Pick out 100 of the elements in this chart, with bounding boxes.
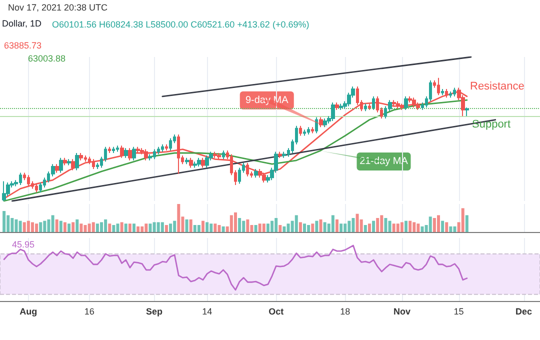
bar: [197, 225, 200, 232]
candlestick: [120, 145, 124, 158]
candlestick: [364, 103, 367, 112]
candlestick: [311, 126, 314, 134]
bar: [356, 214, 359, 232]
bar: [2, 211, 6, 232]
bar: [282, 226, 286, 232]
bar: [63, 222, 66, 232]
bar: [218, 225, 221, 232]
x-tick-label: Aug: [20, 306, 38, 316]
candlestick: [128, 148, 132, 161]
candlestick: [189, 157, 193, 168]
candlestick: [246, 162, 249, 177]
candlestick: [299, 125, 302, 136]
candlestick: [217, 152, 221, 160]
bar: [344, 224, 347, 232]
bar: [298, 222, 302, 232]
bar: [169, 224, 172, 232]
candlestick: [157, 146, 160, 155]
candlestick: [307, 126, 310, 136]
bar: [132, 224, 136, 232]
bar: [177, 204, 180, 232]
bar: [372, 220, 376, 232]
bar: [47, 219, 50, 232]
candlestick: [213, 151, 217, 158]
bar: [408, 220, 412, 232]
candlestick: [35, 183, 38, 193]
candlestick: [262, 172, 266, 184]
bar: [294, 215, 298, 232]
candlestick: [55, 164, 59, 174]
bar: [136, 226, 140, 232]
x-tick-label: Sep: [146, 306, 164, 316]
candlestick: [185, 157, 189, 165]
candlestick: [124, 148, 128, 158]
bar: [124, 224, 128, 232]
bar: [112, 225, 116, 232]
bar: [148, 224, 152, 232]
candlestick: [59, 157, 63, 174]
bar: [348, 220, 351, 232]
candlestick: [2, 180, 6, 202]
bar: [428, 216, 432, 232]
bar: [352, 218, 355, 232]
candlestick: [112, 146, 115, 154]
bar: [193, 225, 196, 232]
candlestick: [27, 174, 30, 187]
bar: [340, 224, 343, 232]
bar: [160, 222, 164, 232]
bar: [376, 218, 380, 232]
candlestick: [412, 97, 416, 108]
bar: [22, 222, 26, 232]
candlestick: [282, 151, 286, 158]
bar: [222, 226, 225, 232]
bar: [270, 220, 274, 232]
candlestick: [116, 145, 119, 152]
bar: [396, 224, 400, 232]
candlestick: [278, 151, 282, 158]
bar: [116, 224, 120, 232]
candlestick: [148, 154, 152, 161]
x-tick-label: Dec: [516, 306, 532, 316]
candlestick: [331, 102, 335, 122]
candlestick: [465, 106, 469, 117]
bar: [416, 224, 420, 232]
bar: [185, 219, 188, 232]
bar: [128, 224, 132, 232]
bar: [412, 222, 416, 232]
x-tick-label: 14: [202, 306, 212, 316]
candlestick: [201, 157, 205, 168]
candlestick: [75, 152, 79, 171]
candlestick: [6, 182, 10, 197]
bar: [436, 215, 440, 232]
bar: [26, 220, 30, 232]
bar: [51, 215, 54, 232]
bar: [445, 222, 448, 232]
candlestick: [453, 87, 456, 97]
candlestick: [408, 96, 412, 104]
candlestick: [303, 129, 306, 136]
bar: [43, 220, 46, 232]
bar: [384, 218, 388, 232]
bar: [96, 224, 99, 232]
bar: [144, 224, 148, 232]
bar: [400, 222, 404, 232]
bar: [258, 224, 262, 232]
candlestick: [79, 152, 83, 161]
bar: [368, 224, 371, 232]
bar: [68, 224, 71, 232]
bar: [453, 226, 456, 232]
bar: [335, 219, 338, 232]
bar: [76, 219, 79, 232]
candlestick: [169, 138, 172, 152]
bar: [323, 222, 326, 232]
text: Nov 17, 2021 20:38 UTC: [8, 2, 108, 12]
bar: [441, 220, 444, 232]
bar: [210, 224, 213, 232]
candlestick: [165, 144, 168, 152]
x-tick-label: Nov: [393, 306, 410, 316]
bar: [108, 224, 112, 232]
candlestick: [238, 167, 241, 184]
candlestick: [205, 154, 209, 168]
bar: [6, 215, 10, 232]
bar: [230, 215, 233, 232]
